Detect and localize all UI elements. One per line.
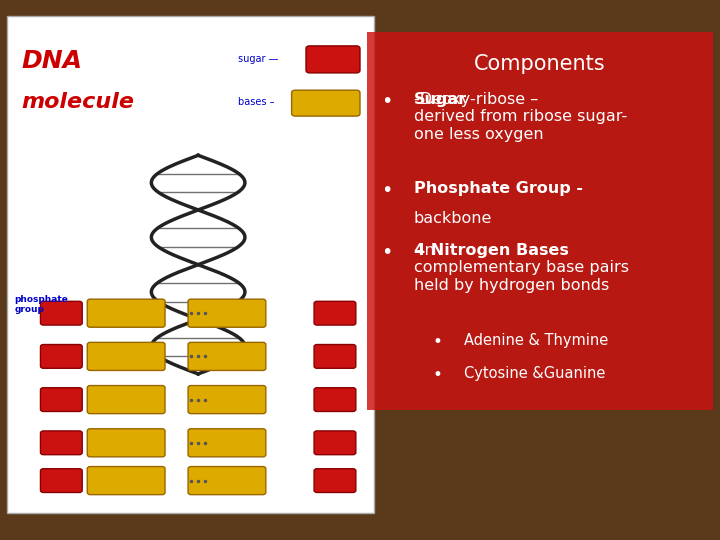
- FancyBboxPatch shape: [40, 388, 82, 411]
- FancyBboxPatch shape: [87, 467, 165, 495]
- FancyBboxPatch shape: [87, 429, 165, 457]
- FancyBboxPatch shape: [87, 342, 165, 370]
- Text: Phosphate Group -: Phosphate Group -: [414, 181, 583, 197]
- FancyBboxPatch shape: [188, 299, 266, 327]
- FancyBboxPatch shape: [40, 301, 82, 325]
- Text: Sugar: Sugar: [414, 92, 467, 107]
- Text: •: •: [432, 333, 442, 350]
- Text: •: •: [382, 181, 393, 200]
- FancyBboxPatch shape: [87, 386, 165, 414]
- Text: •: •: [432, 366, 442, 384]
- FancyBboxPatch shape: [40, 345, 82, 368]
- FancyBboxPatch shape: [40, 469, 82, 492]
- Text: -In
complementary base pairs
held by hydrogen bonds: -In complementary base pairs held by hyd…: [414, 243, 629, 293]
- FancyBboxPatch shape: [314, 345, 356, 368]
- FancyBboxPatch shape: [306, 46, 360, 73]
- Text: DNA: DNA: [22, 49, 83, 72]
- Text: molecule: molecule: [22, 92, 135, 112]
- FancyBboxPatch shape: [40, 431, 82, 455]
- FancyBboxPatch shape: [7, 16, 374, 513]
- FancyBboxPatch shape: [188, 342, 266, 370]
- FancyBboxPatch shape: [314, 388, 356, 411]
- Text: Components: Components: [474, 54, 606, 74]
- Text: bases –: bases –: [238, 97, 274, 107]
- Text: 4 Nitrogen Bases: 4 Nitrogen Bases: [414, 243, 569, 258]
- FancyBboxPatch shape: [188, 386, 266, 414]
- Text: phosphate
group: phosphate group: [14, 295, 68, 314]
- Text: •: •: [382, 92, 393, 111]
- Text: backbone: backbone: [414, 211, 492, 226]
- FancyBboxPatch shape: [292, 90, 360, 116]
- Text: sugar —: sugar —: [238, 54, 278, 64]
- FancyBboxPatch shape: [188, 467, 266, 495]
- Text: Adenine & Thymine: Adenine & Thymine: [464, 333, 608, 348]
- FancyBboxPatch shape: [314, 301, 356, 325]
- Text: •: •: [382, 243, 393, 262]
- FancyBboxPatch shape: [314, 431, 356, 455]
- Text: Cytosine &Guanine: Cytosine &Guanine: [464, 366, 606, 381]
- FancyBboxPatch shape: [314, 469, 356, 492]
- FancyBboxPatch shape: [367, 32, 713, 410]
- FancyBboxPatch shape: [188, 429, 266, 457]
- Text: -Deoxy-ribose –
derived from ribose sugar-
one less oxygen: -Deoxy-ribose – derived from ribose suga…: [414, 92, 627, 141]
- FancyBboxPatch shape: [87, 299, 165, 327]
